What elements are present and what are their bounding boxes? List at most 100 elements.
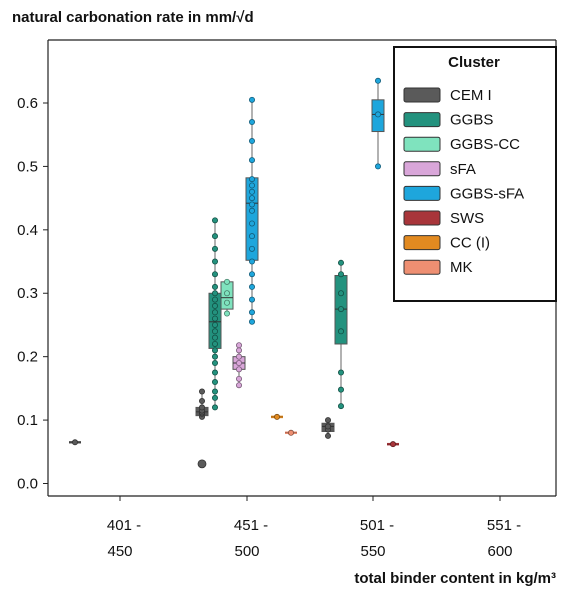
data-point: [72, 439, 79, 446]
data-point: [235, 382, 242, 389]
box-group: [245, 96, 259, 325]
box-group: [285, 429, 297, 436]
x-tick-label-line2: 450: [107, 543, 132, 560]
data-point: [211, 360, 218, 367]
legend-item: MK: [403, 259, 473, 276]
legend-item: CC (I): [403, 235, 490, 252]
data-point: [389, 441, 396, 448]
data-point: [248, 271, 255, 278]
data-point: [235, 360, 242, 367]
data-point: [223, 299, 230, 306]
x-tick-label-line1: 551 -: [487, 517, 521, 534]
data-point: [248, 245, 255, 252]
legend-label: CEM I: [450, 87, 492, 104]
data-point: [211, 296, 218, 303]
data-point: [374, 111, 381, 118]
data-point: [273, 413, 280, 420]
legend-item: GGBS-CC: [403, 136, 520, 153]
data-point: [211, 245, 218, 252]
x-tick-label-line2: 550: [360, 543, 385, 560]
data-point: [235, 375, 242, 382]
data-point: [248, 201, 255, 208]
data-point: [223, 290, 230, 297]
legend-swatch: [403, 87, 441, 103]
data-point: [198, 404, 205, 411]
legend-label: sFA: [450, 161, 476, 178]
legend-items: CEM I GGBS GGBS-CC sFA GGBS-sFA SWS CC (I) MK: [403, 87, 524, 276]
x-tick-label-line1: 401 -: [107, 517, 141, 534]
data-point: [223, 278, 230, 285]
data-point: [235, 342, 242, 349]
legend-item: sFA: [403, 161, 476, 178]
data-point: [248, 207, 255, 214]
legend-label: GGBS: [450, 112, 493, 129]
legend: Cluster CEM I GGBS GGBS-CC sFA GGBS-sFA SWS CC…: [393, 46, 557, 302]
data-point: [211, 388, 218, 395]
data-point: [223, 310, 230, 317]
data-point: [337, 369, 344, 376]
data-point: [248, 318, 255, 325]
data-point: [211, 302, 218, 309]
data-point: [337, 403, 344, 410]
x-axis-ticks: 401 - 450 451 - 500 501 - 550 551 - 600: [107, 496, 521, 560]
data-point: [248, 233, 255, 240]
x-tick-label-line1: 501 -: [360, 517, 394, 534]
data-point: [374, 77, 381, 84]
legend-item: CEM I: [403, 87, 492, 104]
data-point: [337, 271, 344, 278]
legend-label: GGBS-CC: [450, 136, 520, 153]
data-point: [211, 379, 218, 386]
data-point: [248, 220, 255, 227]
data-point: [248, 96, 255, 103]
y-tick-label: 0.6: [17, 95, 38, 112]
data-point: [248, 283, 255, 290]
y-tick-label: 0.0: [17, 476, 38, 493]
data-point: [248, 119, 255, 126]
data-point: [235, 347, 242, 354]
data-point: [211, 404, 218, 411]
y-axis-title: natural carbonation rate in mm/√d: [12, 9, 254, 26]
y-axis-ticks: 0.0 0.1 0.2 0.3 0.4 0.5 0.6: [17, 95, 48, 493]
data-point: [211, 283, 218, 290]
x-tick-label-line1: 451 -: [234, 517, 268, 534]
data-point: [211, 290, 218, 297]
data-point: [211, 353, 218, 360]
data-point: [337, 328, 344, 335]
x-tick-label-line2: 600: [487, 543, 512, 560]
x-axis-title: total binder content in kg/m³: [354, 570, 556, 587]
data-point: [248, 296, 255, 303]
legend-label: CC (I): [450, 235, 490, 252]
box-group: [220, 278, 234, 317]
box-group: [195, 388, 209, 469]
legend-item: SWS: [403, 210, 484, 227]
data-point: [337, 386, 344, 393]
data-point: [337, 259, 344, 266]
data-point: [211, 271, 218, 278]
box-group: [232, 342, 246, 389]
legend-swatch: [403, 136, 441, 152]
data-point: [248, 176, 255, 183]
legend-label: SWS: [450, 210, 484, 227]
legend-swatch: [403, 259, 441, 275]
data-point: [248, 138, 255, 145]
x-tick-label-line2: 500: [234, 543, 259, 560]
data-point: [211, 321, 218, 328]
box-group: [387, 441, 399, 448]
data-point: [324, 432, 331, 439]
data-point: [248, 195, 255, 202]
data-point: [248, 188, 255, 195]
data-point: [374, 163, 381, 170]
data-point: [337, 290, 344, 297]
data-point: [248, 157, 255, 164]
data-point: [211, 258, 218, 265]
legend-swatch: [403, 185, 441, 201]
data-point: [198, 398, 205, 405]
box-series: [69, 77, 399, 469]
legend-swatch: [403, 161, 441, 177]
data-point: [248, 309, 255, 316]
y-tick-label: 0.5: [17, 158, 38, 175]
data-point: [324, 417, 331, 424]
data-point: [211, 315, 218, 322]
data-point: [337, 306, 344, 313]
data-point: [211, 217, 218, 224]
